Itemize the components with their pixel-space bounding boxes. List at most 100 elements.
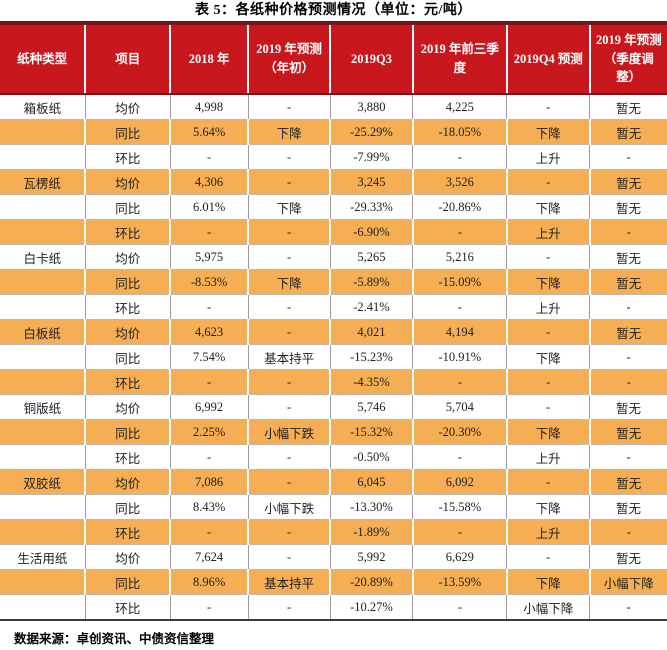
paper-type-cell	[0, 119, 87, 145]
value-cell: 基本持平	[248, 569, 332, 595]
item-cell: 同比	[85, 344, 171, 370]
paper-type-cell: 箱板纸	[0, 94, 86, 120]
value-cell: 小幅下跌	[248, 494, 331, 520]
value-cell: 上升	[506, 219, 591, 245]
value-cell: 3,245	[330, 169, 414, 195]
value-cell: -7.99%	[330, 144, 414, 170]
value-cell: -	[506, 319, 591, 345]
value-cell: -29.33%	[330, 194, 414, 220]
item-cell: 均价	[85, 394, 171, 420]
table-row: 双胶纸 均价 7,086-6,045 6,092- 暂无	[0, 469, 667, 495]
table-row: 同比 6.01% 下降 -29.33% -20.86% 下降 暂无	[0, 194, 667, 220]
value-cell: 5,704	[412, 394, 508, 420]
table-header: 纸种类型 项目 2018 年 2019 年预测（年初） 2019Q3 2019 …	[0, 23, 667, 95]
value-cell: -	[589, 369, 667, 395]
value-cell: 小幅下降	[506, 594, 591, 621]
value-cell: 4,021	[330, 319, 414, 345]
value-cell: -15.09%	[412, 269, 508, 295]
value-cell: 下降	[248, 269, 332, 295]
value-cell: -4.35%	[330, 369, 414, 395]
table-row: 环比 - - -4.35% - - -	[0, 369, 667, 395]
table-row: 同比 7.54% 基本持平 -15.23% -10.91% 下降 -	[0, 344, 667, 370]
table-row: 同比 8.43% 小幅下跌 -13.30% -15.58% 下降 暂无	[0, 494, 667, 520]
value-cell: 上升	[506, 294, 591, 320]
value-cell: 6,092	[412, 469, 508, 495]
column-header-2019-forecast-initial: 2019 年预测（年初）	[248, 23, 332, 95]
value-cell: -	[412, 369, 508, 395]
table-row: 同比 5.64% 下降 -25.29% -18.05% 下降 暂无	[0, 119, 667, 145]
value-cell: 8.43%	[170, 494, 249, 520]
value-cell: -	[412, 294, 508, 320]
value-cell: -25.29%	[330, 119, 414, 145]
item-cell: 同比	[85, 269, 172, 295]
value-cell: 上升	[506, 144, 591, 170]
value-cell: -	[589, 519, 667, 545]
value-cell: 基本持平	[248, 344, 331, 370]
value-cell: -	[248, 519, 332, 545]
value-cell: -	[412, 219, 508, 245]
paper-type-cell: 瓦楞纸	[0, 169, 87, 195]
value-cell: 7,624	[170, 544, 249, 570]
value-cell: -	[170, 519, 250, 545]
value-cell: 8.96%	[170, 569, 250, 595]
item-cell: 环比	[85, 594, 171, 621]
value-cell: -	[170, 369, 250, 395]
value-cell: 6,992	[170, 394, 249, 420]
value-cell: -15.23%	[330, 344, 414, 370]
value-cell: 暂无	[589, 194, 667, 220]
value-cell: 暂无	[589, 169, 667, 195]
value-cell: -	[248, 219, 332, 245]
item-cell: 均价	[85, 544, 171, 570]
item-cell: 均价	[85, 94, 171, 120]
item-cell: 环比	[85, 519, 172, 545]
item-cell: 均价	[85, 319, 172, 345]
value-cell: 3,880	[330, 94, 414, 120]
table-title: 表 5：各纸种价格预测情况（单位：元/吨）	[195, 3, 472, 18]
value-cell: 上升	[506, 519, 591, 545]
value-cell: -	[589, 294, 667, 320]
value-cell: 暂无	[589, 544, 667, 570]
value-cell: 上升	[506, 444, 591, 470]
value-cell: -	[248, 144, 331, 170]
value-cell: -	[506, 394, 591, 420]
value-cell: -	[506, 169, 591, 195]
value-cell: -	[248, 94, 331, 120]
table-row: 环比 - - -2.41% - 上升 -	[0, 294, 667, 320]
paper-type-cell: 白板纸	[0, 319, 87, 345]
value-cell: -15.32%	[330, 419, 414, 445]
value-cell: -10.27%	[330, 594, 414, 621]
paper-type-cell: 白卡纸	[0, 244, 86, 270]
table-row: 环比 - - -6.90% - 上升 -	[0, 219, 667, 245]
column-header-item: 项目	[85, 23, 172, 95]
value-cell: 7.54%	[170, 344, 249, 370]
value-cell: 4,225	[412, 94, 508, 120]
value-cell: -	[412, 594, 508, 621]
value-cell: -	[170, 219, 250, 245]
value-cell: 6,045	[330, 469, 414, 495]
paper-type-cell	[0, 219, 87, 245]
value-cell: -	[589, 219, 667, 245]
item-cell: 同比	[85, 419, 172, 445]
value-cell: -1.89%	[330, 519, 414, 545]
column-header-2018: 2018 年	[170, 23, 250, 95]
value-cell: 4,306	[170, 169, 250, 195]
value-cell: -	[506, 544, 591, 570]
value-cell: 下降	[506, 194, 591, 220]
value-cell: -15.58%	[412, 494, 508, 520]
value-cell: 5,216	[412, 244, 508, 270]
table-row: 生活用纸 均价 7,624-5,992 6,629- 暂无	[0, 544, 667, 570]
value-cell: -	[412, 519, 508, 545]
value-cell: -20.30%	[412, 419, 508, 445]
value-cell: -2.41%	[330, 294, 414, 320]
item-cell: 同比	[85, 119, 172, 145]
value-cell: -	[248, 369, 332, 395]
value-cell: -	[589, 344, 667, 370]
value-cell: -	[170, 144, 249, 170]
paper-type-cell	[0, 419, 87, 445]
value-cell: 暂无	[589, 394, 667, 420]
value-cell: -	[248, 469, 332, 495]
value-cell: 暂无	[589, 419, 667, 445]
value-cell: -6.90%	[330, 219, 414, 245]
data-source-note: 数据来源：卓创资讯、中债资信整理	[14, 632, 215, 646]
item-cell: 环比	[85, 369, 172, 395]
